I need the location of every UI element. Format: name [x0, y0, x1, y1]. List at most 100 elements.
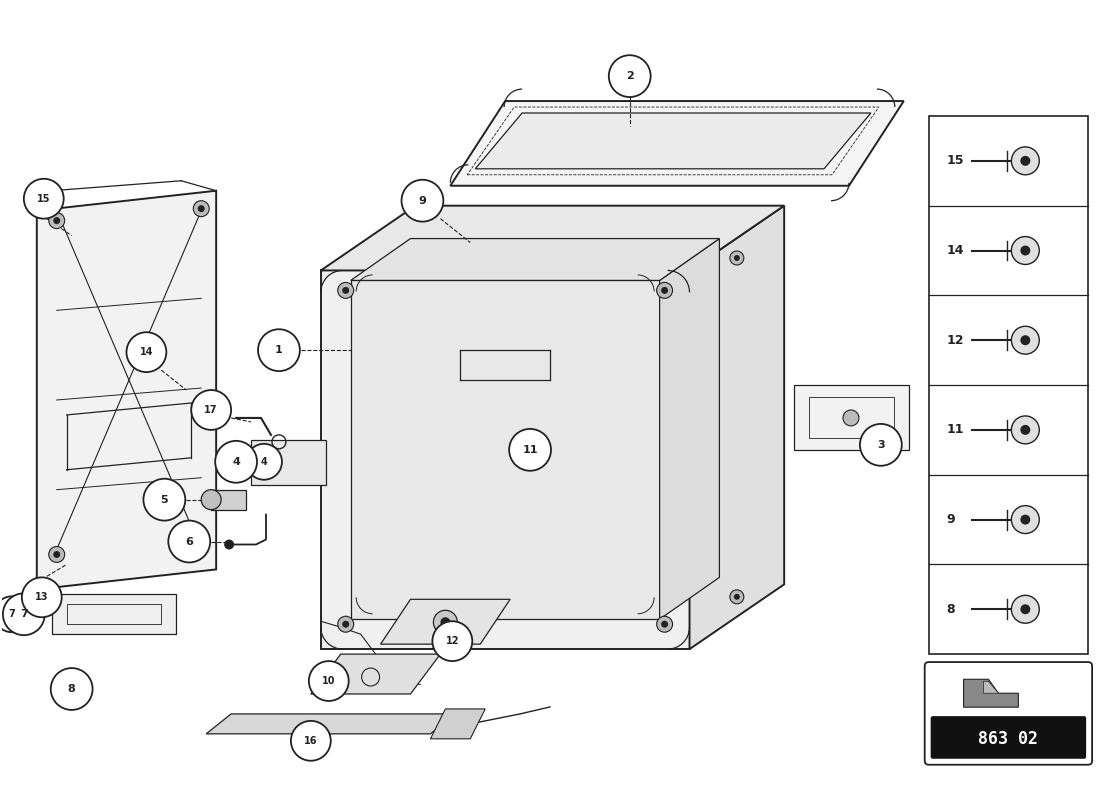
Text: 4: 4: [232, 457, 240, 466]
Circle shape: [440, 618, 450, 627]
Polygon shape: [251, 440, 326, 485]
Circle shape: [338, 616, 354, 632]
Polygon shape: [351, 281, 660, 619]
Text: 9: 9: [947, 513, 955, 526]
Polygon shape: [660, 238, 719, 619]
Text: 7: 7: [9, 610, 15, 619]
Circle shape: [3, 594, 45, 635]
Circle shape: [53, 551, 60, 558]
Text: 2: 2: [626, 71, 634, 81]
Text: 6: 6: [185, 537, 194, 546]
Text: 3: 3: [877, 440, 884, 450]
Text: 11: 11: [522, 445, 538, 455]
Circle shape: [48, 546, 65, 562]
Circle shape: [191, 390, 231, 430]
Circle shape: [290, 721, 331, 761]
Circle shape: [194, 534, 209, 550]
Circle shape: [433, 610, 458, 634]
Text: 12: 12: [446, 636, 459, 646]
Circle shape: [258, 330, 300, 371]
Text: 14: 14: [140, 347, 153, 357]
Polygon shape: [450, 101, 904, 186]
Polygon shape: [321, 270, 690, 649]
Text: 13: 13: [35, 592, 48, 602]
Circle shape: [1011, 416, 1040, 444]
Text: 5: 5: [161, 494, 168, 505]
Circle shape: [246, 444, 282, 480]
Polygon shape: [36, 190, 217, 590]
Circle shape: [1021, 514, 1031, 525]
Circle shape: [143, 478, 185, 521]
Text: 16: 16: [304, 736, 318, 746]
Polygon shape: [311, 654, 440, 694]
Polygon shape: [351, 238, 719, 281]
Circle shape: [1021, 604, 1031, 614]
Circle shape: [1021, 425, 1031, 435]
Polygon shape: [964, 679, 1019, 707]
Text: 10: 10: [322, 676, 335, 686]
Polygon shape: [206, 714, 455, 734]
Text: 7: 7: [20, 610, 28, 619]
Circle shape: [342, 621, 349, 628]
Polygon shape: [983, 682, 999, 694]
Circle shape: [608, 55, 650, 97]
Polygon shape: [794, 385, 909, 450]
FancyBboxPatch shape: [925, 662, 1092, 765]
Text: 863 02: 863 02: [978, 730, 1038, 748]
Circle shape: [0, 596, 30, 632]
FancyBboxPatch shape: [931, 716, 1086, 758]
Circle shape: [843, 410, 859, 426]
Circle shape: [216, 441, 257, 482]
Circle shape: [1011, 237, 1040, 265]
Circle shape: [342, 287, 349, 294]
Circle shape: [1021, 246, 1031, 255]
Circle shape: [1011, 506, 1040, 534]
Polygon shape: [430, 709, 485, 739]
Circle shape: [657, 282, 672, 298]
Text: a passion for parts since 1985: a passion for parts since 1985: [368, 439, 632, 540]
Circle shape: [432, 622, 472, 661]
Circle shape: [53, 217, 60, 224]
Circle shape: [509, 429, 551, 470]
Text: 4: 4: [261, 457, 267, 466]
Text: 9: 9: [418, 196, 427, 206]
Polygon shape: [381, 599, 510, 644]
Circle shape: [657, 616, 672, 632]
Text: 14: 14: [947, 244, 964, 257]
Circle shape: [22, 578, 62, 618]
Circle shape: [860, 424, 902, 466]
Circle shape: [1021, 156, 1031, 166]
Text: 12: 12: [947, 334, 964, 346]
Text: 17: 17: [205, 405, 218, 415]
Circle shape: [198, 538, 205, 545]
Circle shape: [224, 539, 234, 550]
Circle shape: [198, 205, 205, 212]
Circle shape: [1011, 595, 1040, 623]
Circle shape: [309, 661, 349, 701]
Circle shape: [24, 178, 64, 218]
Text: 15: 15: [947, 154, 964, 167]
Polygon shape: [211, 490, 246, 510]
Circle shape: [730, 251, 744, 265]
Polygon shape: [475, 113, 871, 169]
Polygon shape: [52, 594, 176, 634]
Circle shape: [201, 490, 221, 510]
Circle shape: [1011, 326, 1040, 354]
Circle shape: [1011, 147, 1040, 174]
Circle shape: [194, 201, 209, 217]
Circle shape: [734, 594, 740, 600]
Text: 11: 11: [947, 423, 964, 436]
Circle shape: [661, 621, 668, 628]
Circle shape: [338, 282, 354, 298]
Circle shape: [51, 668, 92, 710]
Circle shape: [730, 590, 744, 604]
Circle shape: [734, 255, 740, 261]
Circle shape: [48, 213, 65, 229]
Text: 15: 15: [37, 194, 51, 204]
Polygon shape: [690, 206, 784, 649]
Circle shape: [402, 180, 443, 222]
Circle shape: [1021, 335, 1031, 345]
Circle shape: [126, 332, 166, 372]
Text: 8: 8: [68, 684, 76, 694]
Polygon shape: [321, 206, 784, 270]
